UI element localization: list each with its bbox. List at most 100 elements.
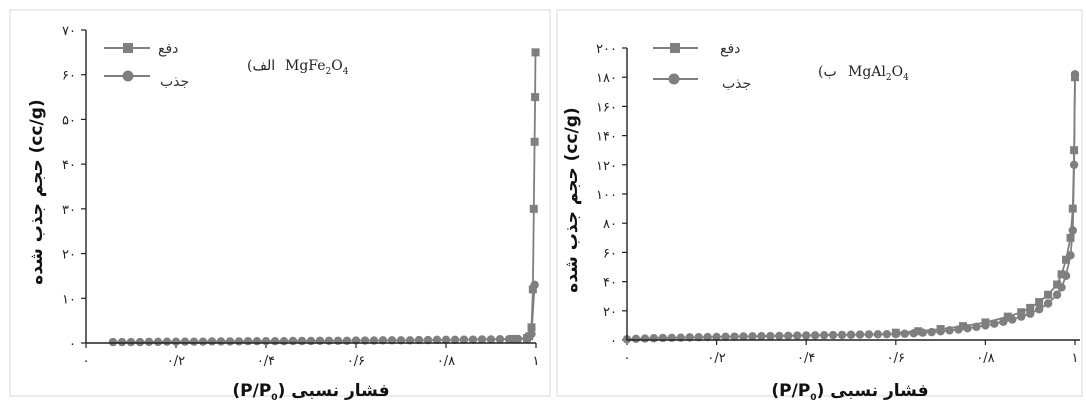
data-point (1035, 298, 1044, 307)
y-tick-label: ۷۰ (62, 24, 76, 39)
panel-frame-right (556, 9, 1083, 397)
data-point (864, 330, 874, 339)
data-point (261, 337, 271, 346)
data-point (1066, 233, 1075, 242)
series-line (626, 74, 1076, 341)
data-point (252, 337, 262, 346)
data-point (739, 332, 748, 341)
data-point (1034, 305, 1044, 314)
data-point (144, 337, 154, 347)
data-point (126, 337, 136, 347)
y-tick-label: ۲۰ (603, 305, 617, 320)
x-tick-label: ۰/۴ (257, 354, 275, 369)
legend: دفع جذب (104, 41, 189, 90)
data-point (1003, 312, 1012, 321)
x-tick-label: ۱ (1072, 351, 1079, 366)
y-axis-title: حجم جذب شده (cc/g) (562, 107, 582, 292)
data-point (288, 336, 298, 346)
x-tick-label: ۱ (533, 354, 540, 369)
data-point (171, 337, 181, 346)
data-point (189, 337, 199, 346)
x-tick-label: ۰/۲ (167, 354, 185, 369)
x-axis-title: فشار نسبی (P/P0) (771, 381, 928, 403)
data-point (234, 337, 244, 346)
y-tick-label: ۱۰۰ (596, 188, 617, 203)
x-axis-title: فشار نسبی (P/P0) (232, 381, 389, 403)
data-point (324, 336, 334, 345)
x-tick-label: ۰/۸ (437, 354, 455, 369)
data-point (936, 325, 945, 334)
y-tick-label: ۴۰ (62, 158, 76, 173)
data-point (959, 322, 967, 331)
data-point (117, 337, 127, 347)
data-point (243, 337, 253, 346)
data-point (1071, 73, 1079, 82)
data-point (855, 330, 865, 339)
x-tick-label: ۰/۲ (707, 351, 725, 366)
data-point (528, 285, 537, 294)
data-point (432, 335, 442, 345)
y-tick-label: ۸۰ (603, 217, 617, 232)
data-point (216, 337, 226, 346)
data-point (225, 337, 235, 346)
data-point (333, 336, 343, 345)
data-point (802, 331, 811, 340)
legend-adsorption-label: جذب (722, 76, 751, 92)
data-point (819, 330, 829, 340)
series-line (113, 284, 536, 344)
data-point (495, 334, 505, 344)
data-point (1068, 226, 1077, 235)
data-point (810, 331, 820, 340)
data-point (1052, 290, 1062, 299)
data-point (207, 337, 217, 346)
y-tick-label: ۲۰۰ (596, 42, 617, 57)
legend-adsorption-label: جذب (160, 74, 189, 90)
data-point (846, 330, 856, 339)
data-point (459, 335, 469, 344)
data-point (757, 332, 766, 341)
y-axis-title: حجم جذب شده (cc/g) (27, 99, 47, 284)
series-adsorption (622, 70, 1080, 344)
data-point (784, 331, 793, 340)
data-point (180, 337, 190, 346)
data-point (486, 335, 496, 344)
x-tick-label: ۰ (624, 351, 631, 366)
legend: دفع جذب (653, 41, 751, 92)
y-tick-label: ۱۸۰ (596, 71, 617, 86)
y-tick-label: ۰ (610, 334, 617, 349)
data-point (270, 337, 280, 346)
y-tick-label: ۶۰ (603, 246, 617, 261)
chart-panel-mgfe2o4: ۰ ۱۰ ۲۰ ۳۰ ۴۰ ۵۰ ۶۰ ۷۰ ۰ ۰/۲ ۰/۴ ۰/۶ ۰/۸ ۱ دفع جذب (ا… (27, 24, 540, 403)
chart-panel-mgal2o4: ۰ ۲۰ ۴۰ ۶۰ ۸۰ ۱۰۰ ۱۲۰ ۱۴۰ ۱۶۰ ۱۸۰ ۲۰۰ ۰ ۰/۲ ۰/۴ ۰/۶ ۰/۸… (562, 41, 1080, 403)
data-point (730, 332, 739, 341)
data-point (1070, 146, 1079, 155)
data-point (775, 331, 784, 341)
data-point (527, 323, 536, 332)
data-point (640, 334, 650, 343)
x-tick-label: ۰/۴ (797, 351, 815, 366)
data-point (1026, 303, 1035, 312)
legend-desorption-marker (123, 43, 133, 53)
data-point (1062, 255, 1071, 264)
data-point (477, 335, 487, 344)
data-point (914, 327, 923, 336)
data-point (509, 334, 518, 343)
data-point (135, 337, 145, 347)
data-point (748, 332, 757, 341)
series-adsorption (108, 280, 539, 347)
data-point (279, 337, 289, 346)
data-point (198, 337, 208, 346)
legend-desorption-label: دفع (158, 41, 178, 57)
data-point (1068, 204, 1077, 213)
y-tick-label: ۲۰ (62, 248, 76, 263)
series-desorption (509, 48, 540, 343)
x-tick-label: ۰/۸ (976, 351, 994, 366)
data-point (712, 332, 721, 342)
data-point (793, 331, 802, 340)
data-point (468, 335, 478, 344)
axis-ticks: ۰ ۲۰ ۴۰ ۶۰ ۸۰ ۱۰۰ ۱۲۰ ۱۴۰ ۱۶۰ ۱۸۰ ۲۰۰ ۰ ۰/۲ ۰/۴ ۰/۶ ۰/۸… (596, 42, 1078, 366)
panel-formula: MgFe2O4 (285, 58, 349, 77)
data-point (531, 93, 540, 102)
x-tick-label: ۰ (83, 354, 90, 369)
